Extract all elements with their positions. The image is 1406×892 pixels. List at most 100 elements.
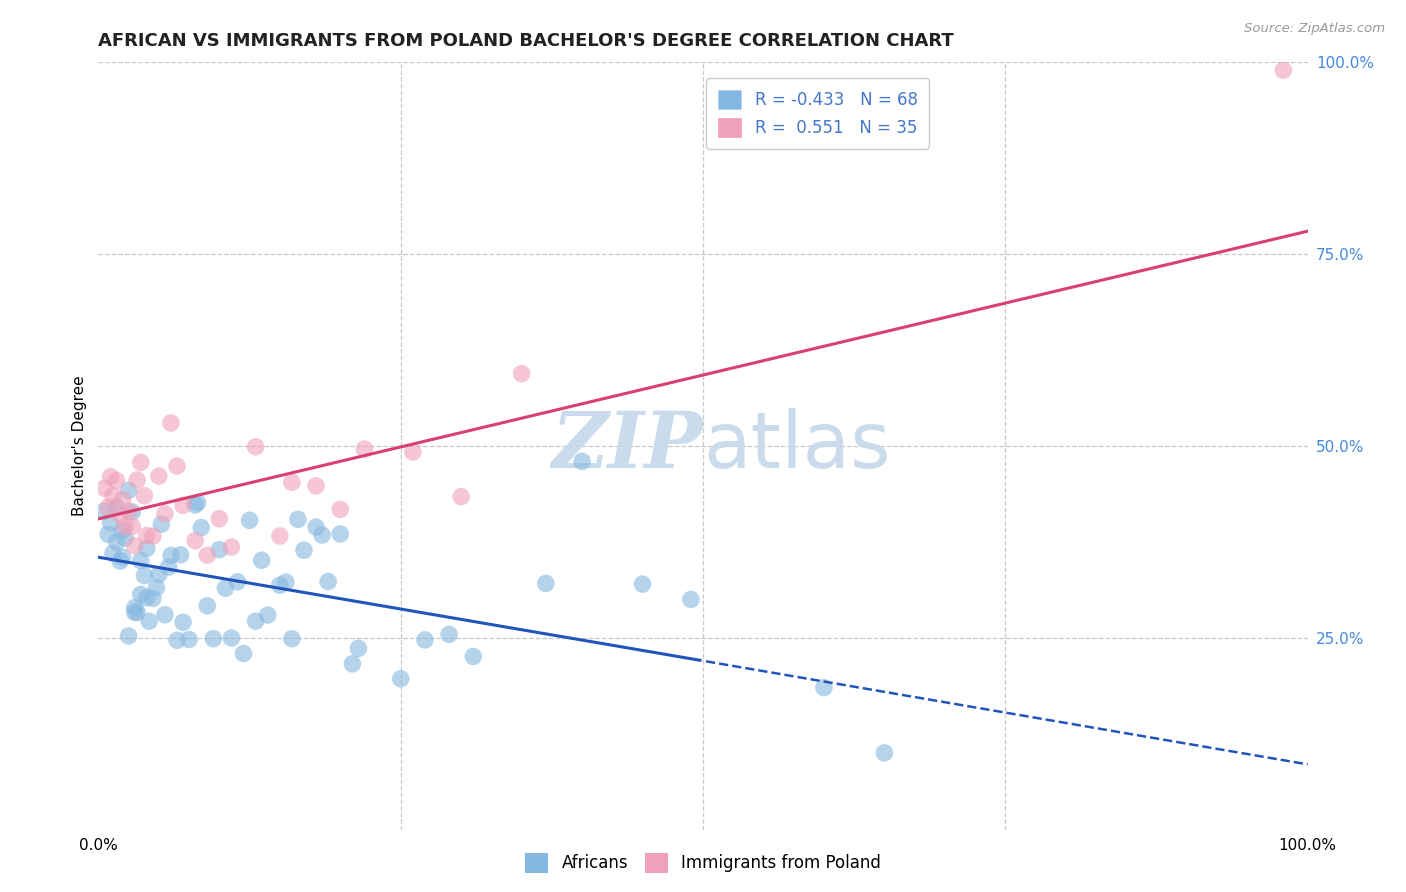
- Point: [100, 516, 122, 530]
- Point: [287, 512, 309, 526]
- Point: [437, 627, 460, 641]
- Point: [160, 549, 183, 563]
- Point: [813, 681, 835, 695]
- Point: [108, 508, 131, 522]
- Point: [169, 548, 191, 562]
- Point: [221, 631, 243, 645]
- Point: [195, 599, 218, 613]
- Point: [347, 641, 370, 656]
- Point: [208, 512, 231, 526]
- Point: [172, 615, 194, 630]
- Point: [305, 520, 328, 534]
- Point: [510, 367, 533, 381]
- Point: [281, 632, 304, 646]
- Point: [111, 492, 134, 507]
- Point: [111, 524, 134, 538]
- Point: [142, 591, 165, 606]
- Point: [214, 581, 236, 595]
- Point: [269, 529, 291, 543]
- Point: [93, 504, 115, 518]
- Point: [166, 458, 188, 473]
- Point: [135, 528, 157, 542]
- Point: [184, 498, 207, 512]
- Point: [184, 533, 207, 548]
- Point: [245, 614, 267, 628]
- Point: [134, 489, 156, 503]
- Point: [1272, 63, 1295, 78]
- Point: [160, 416, 183, 430]
- Point: [124, 605, 146, 619]
- Point: [145, 581, 167, 595]
- Point: [329, 527, 352, 541]
- Point: [172, 499, 194, 513]
- Text: Source: ZipAtlas.com: Source: ZipAtlas.com: [1244, 22, 1385, 36]
- Point: [118, 629, 141, 643]
- Legend: Africans, Immigrants from Poland: Africans, Immigrants from Poland: [517, 847, 889, 880]
- Point: [124, 539, 146, 553]
- Point: [873, 746, 896, 760]
- Point: [114, 531, 136, 545]
- Text: atlas: atlas: [703, 408, 890, 484]
- Point: [127, 606, 149, 620]
- Point: [153, 507, 176, 521]
- Point: [121, 505, 143, 519]
- Point: [463, 649, 485, 664]
- Y-axis label: Bachelor's Degree: Bachelor's Degree: [72, 376, 87, 516]
- Point: [450, 490, 472, 504]
- Point: [129, 455, 152, 469]
- Point: [353, 442, 375, 457]
- Point: [105, 474, 128, 488]
- Point: [114, 519, 136, 533]
- Point: [245, 440, 267, 454]
- Point: [153, 607, 176, 622]
- Point: [105, 500, 128, 515]
- Point: [118, 483, 141, 498]
- Point: [389, 672, 412, 686]
- Point: [208, 542, 231, 557]
- Point: [631, 577, 654, 591]
- Text: ZIP: ZIP: [551, 408, 703, 484]
- Point: [232, 647, 254, 661]
- Point: [101, 489, 124, 503]
- Point: [97, 500, 120, 515]
- Point: [239, 513, 262, 527]
- Point: [221, 540, 243, 554]
- Point: [142, 529, 165, 543]
- Point: [93, 481, 115, 495]
- Point: [269, 578, 291, 592]
- Point: [134, 568, 156, 582]
- Point: [413, 632, 436, 647]
- Point: [148, 567, 170, 582]
- Point: [148, 469, 170, 483]
- Point: [135, 591, 157, 605]
- Point: [250, 553, 273, 567]
- Point: [105, 534, 128, 549]
- Point: [274, 575, 297, 590]
- Point: [226, 574, 249, 589]
- Point: [316, 574, 339, 589]
- Point: [121, 519, 143, 533]
- Point: [118, 504, 141, 518]
- Point: [571, 454, 593, 468]
- Point: [292, 543, 315, 558]
- Point: [111, 550, 134, 565]
- Point: [329, 502, 352, 516]
- Point: [127, 473, 149, 487]
- Point: [157, 560, 180, 574]
- Point: [679, 592, 702, 607]
- Point: [534, 576, 557, 591]
- Point: [402, 445, 425, 459]
- Point: [187, 496, 209, 510]
- Point: [202, 632, 225, 646]
- Point: [129, 554, 152, 568]
- Point: [256, 608, 278, 623]
- Point: [124, 600, 146, 615]
- Point: [138, 614, 160, 628]
- Point: [129, 587, 152, 601]
- Point: [195, 548, 218, 562]
- Point: [135, 541, 157, 556]
- Point: [311, 528, 333, 542]
- Point: [150, 517, 173, 532]
- Point: [342, 657, 364, 671]
- Legend: R = -0.433   N = 68, R =  0.551   N = 35: R = -0.433 N = 68, R = 0.551 N = 35: [706, 78, 929, 149]
